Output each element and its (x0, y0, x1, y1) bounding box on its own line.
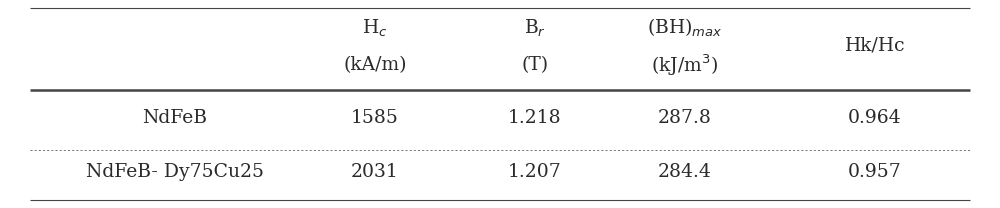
Text: 1.207: 1.207 (508, 163, 562, 181)
Text: 1585: 1585 (351, 109, 399, 127)
Text: (T): (T) (521, 56, 549, 74)
Text: 284.4: 284.4 (658, 163, 712, 181)
Text: (kJ/m$^3$): (kJ/m$^3$) (651, 52, 719, 78)
Text: 1.218: 1.218 (508, 109, 562, 127)
Text: Hk/Hc: Hk/Hc (845, 37, 905, 55)
Text: NdFeB- Dy75Cu25: NdFeB- Dy75Cu25 (86, 163, 264, 181)
Text: (kA/m): (kA/m) (343, 56, 407, 74)
Text: 2031: 2031 (351, 163, 399, 181)
Text: B$_r$: B$_r$ (524, 17, 546, 39)
Text: 0.957: 0.957 (848, 163, 902, 181)
Text: 287.8: 287.8 (658, 109, 712, 127)
Text: (BH)$_{max}$: (BH)$_{max}$ (647, 17, 723, 39)
Text: 0.964: 0.964 (848, 109, 902, 127)
Text: NdFeB: NdFeB (143, 109, 208, 127)
Text: H$_c$: H$_c$ (362, 17, 388, 39)
